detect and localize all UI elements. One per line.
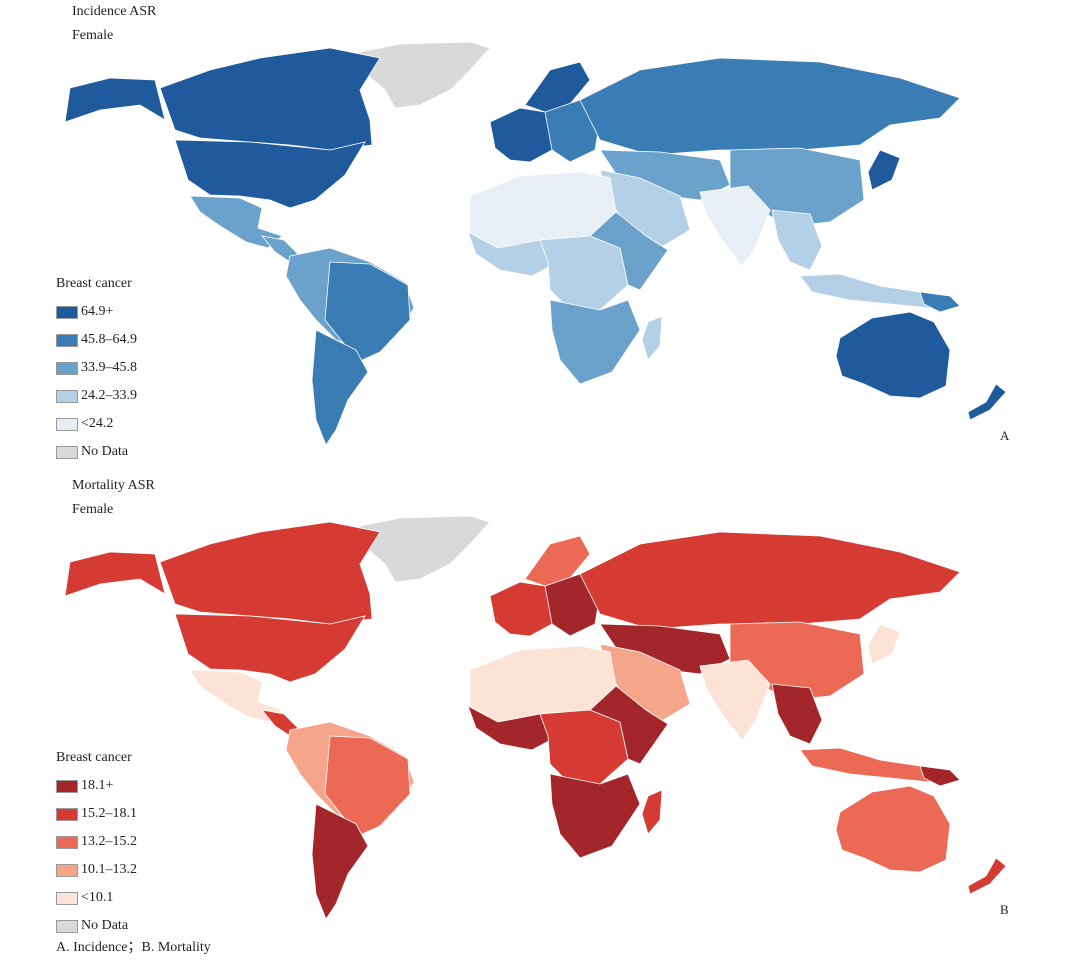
- map-region-southern-cone: [311, 803, 369, 920]
- map-region-alaska: [64, 77, 166, 123]
- legend-item: 33.9–45.8: [56, 354, 137, 382]
- map-region-papua: [919, 291, 961, 313]
- legend-swatch: [56, 305, 78, 319]
- map-region-southeast-asia: [771, 683, 823, 745]
- incidence-title: Incidence ASR: [72, 4, 157, 19]
- incidence-world-map: [64, 41, 1007, 446]
- map-region-southern-cone: [311, 329, 369, 446]
- legend-item: 10.1–13.2: [56, 856, 137, 884]
- map-region-canada: [159, 47, 381, 151]
- map-region-canada: [159, 521, 381, 625]
- map-region-east-africa: [589, 211, 669, 291]
- map-region-southeast-asia: [771, 209, 823, 271]
- legend-label: 18.1+: [81, 778, 114, 793]
- map-region-madagascar: [641, 315, 663, 361]
- map-region-japan: [867, 623, 901, 665]
- map-region-central-africa: [539, 709, 629, 785]
- map-region-southern-africa: [549, 773, 641, 859]
- legend-label: 64.9+: [81, 304, 114, 319]
- map-region-brazil: [324, 261, 411, 363]
- legend-label: 13.2–15.2: [81, 834, 137, 849]
- map-region-brazil: [324, 735, 411, 837]
- legend-title: Breast cancer: [56, 750, 132, 765]
- legend-label: <24.2: [81, 416, 114, 431]
- mortality-world-map: [64, 515, 1007, 920]
- legend-item: <10.1: [56, 884, 137, 912]
- map-region-japan: [867, 149, 901, 191]
- map-region-greenland: [359, 515, 491, 583]
- map-region-east-africa: [589, 685, 669, 765]
- legend-swatch: [56, 835, 78, 849]
- legend-item: 18.1+: [56, 772, 137, 800]
- legend-item: <24.2: [56, 410, 137, 438]
- legend-label: 10.1–13.2: [81, 862, 137, 877]
- legend-item: 24.2–33.9: [56, 382, 137, 410]
- figure-caption: A. Incidence；B. Mortality: [56, 940, 211, 955]
- map-region-australia: [835, 311, 951, 399]
- legend-swatch: [56, 361, 78, 375]
- legend-swatch: [56, 807, 78, 821]
- legend-label: 45.8–64.9: [81, 332, 137, 347]
- map-region-india: [699, 659, 771, 741]
- map-region-new-zealand: [967, 857, 1007, 895]
- legend-label: 15.2–18.1: [81, 806, 137, 821]
- map-region-west-africa: [467, 231, 559, 277]
- legend-swatch: [56, 389, 78, 403]
- panel-letter-a: A: [1000, 428, 1010, 443]
- map-region-new-zealand: [967, 383, 1007, 421]
- legend-label: 33.9–45.8: [81, 360, 137, 375]
- legend-label: 24.2–33.9: [81, 388, 137, 403]
- legend-swatch: [56, 333, 78, 347]
- legend-swatch: [56, 779, 78, 793]
- legend-swatch: [56, 417, 78, 431]
- legend-swatch: [56, 919, 78, 933]
- map-region-greenland: [359, 41, 491, 109]
- panel-letter-b: B: [1000, 902, 1009, 917]
- map-region-russia: [579, 57, 961, 156]
- incidence-map-panel: Incidence ASR Female Breast cancer 64.9+…: [0, 0, 1080, 470]
- map-region-west-africa: [467, 705, 559, 751]
- legend-label: No Data: [81, 918, 129, 933]
- map-region-madagascar: [641, 789, 663, 835]
- legend-item: 13.2–15.2: [56, 828, 137, 856]
- map-region-usa: [174, 139, 366, 209]
- map-region-alaska: [64, 551, 166, 597]
- mortality-legend: Breast cancer 18.1+ 15.2–18.1 13.2–15.2 10.…: [56, 750, 137, 940]
- legend-item: 45.8–64.9: [56, 326, 137, 354]
- legend-label: <10.1: [81, 890, 114, 905]
- legend-title: Breast cancer: [56, 276, 132, 291]
- legend-item: 15.2–18.1: [56, 800, 137, 828]
- map-region-australia: [835, 785, 951, 873]
- mortality-subtitle: Female: [72, 502, 114, 517]
- map-region-usa: [174, 613, 366, 683]
- incidence-legend: Breast cancer 64.9+ 45.8–64.9 33.9–45.8 24.…: [56, 276, 137, 466]
- legend-item: No Data: [56, 912, 137, 940]
- map-region-india: [699, 185, 771, 267]
- map-region-central-africa: [539, 235, 629, 311]
- map-region-papua: [919, 765, 961, 787]
- legend-swatch: [56, 445, 78, 459]
- legend-swatch: [56, 891, 78, 905]
- mortality-title: Mortality ASR: [72, 478, 155, 493]
- map-region-southern-africa: [549, 299, 641, 385]
- incidence-subtitle: Female: [72, 28, 114, 43]
- legend-swatch: [56, 863, 78, 877]
- legend-item: 64.9+: [56, 298, 137, 326]
- legend-item: No Data: [56, 438, 137, 466]
- legend-label: No Data: [81, 444, 129, 459]
- map-region-russia: [579, 531, 961, 630]
- mortality-map-panel: Mortality ASR Female Breast cancer 18.1+…: [0, 474, 1080, 936]
